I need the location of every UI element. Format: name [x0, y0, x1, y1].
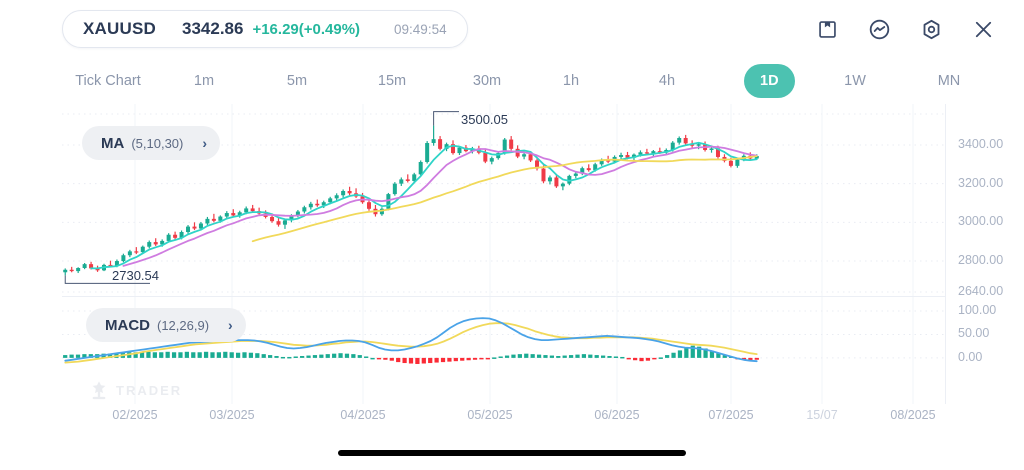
date-tick-label: 06/2025	[594, 408, 640, 422]
settings-icon[interactable]	[918, 16, 944, 42]
macd-tick-label: 100.00	[958, 303, 997, 318]
macd-chip-name: MACD	[105, 316, 150, 334]
date-tick-label: 05/2025	[467, 408, 513, 422]
timeframe-tabs: Tick Chart 1m 5m 15m 30m 1h 4h 1D 1W MN	[0, 64, 1024, 102]
price-tick-label: 2640.00	[958, 284, 1004, 298]
chevron-right-icon: ›	[228, 317, 233, 333]
panel-divider	[62, 296, 945, 297]
chevron-right-icon: ›	[202, 135, 208, 151]
save-icon[interactable]	[814, 16, 840, 42]
timeframe-tab-15m[interactable]: 15m	[377, 73, 407, 89]
time-label: 09:49:54	[394, 21, 447, 37]
indicator-icon[interactable]	[866, 16, 892, 42]
date-tick-label: 03/2025	[209, 408, 255, 422]
timeframe-tab-tick-chart[interactable]: Tick Chart	[75, 73, 141, 89]
date-tick-label: 02/2025	[112, 408, 158, 422]
macd-tick-label: 50.00	[958, 326, 990, 341]
price-chart-svg[interactable]	[0, 104, 1024, 434]
price-tick-label: 3200.00	[958, 175, 1004, 190]
quote-pill[interactable]: XAUUSD 3342.86 +16.29(+0.49%) 09:49:54	[62, 10, 468, 48]
change-label: +16.29(+0.49%)	[252, 20, 361, 38]
price-tick-label: 2800.00	[958, 253, 1004, 268]
timeframe-tab-1h[interactable]: 1h	[562, 73, 580, 89]
timeframe-tab-30m[interactable]: 30m	[472, 73, 502, 89]
header-actions	[814, 16, 996, 42]
high-annotation: 3500.05	[461, 112, 508, 127]
date-tick-label: 04/2025	[340, 408, 386, 422]
price-tick-label: 3000.00	[958, 214, 1004, 229]
date-tick-label: 07/2025	[708, 408, 754, 422]
timeframe-tab-4h[interactable]: 4h	[658, 73, 676, 89]
timeframe-tab-1d[interactable]: 1D	[744, 64, 795, 98]
ma-indicator-chip[interactable]: MA (5,10,30) ›	[82, 126, 221, 160]
timeframe-tab-5m[interactable]: 5m	[286, 73, 308, 89]
timeframe-tab-1m[interactable]: 1m	[193, 73, 215, 89]
macd-tick-label: 0.00	[958, 349, 983, 364]
header: XAUUSD 3342.86 +16.29(+0.49%) 09:49:54	[0, 0, 1024, 58]
price-tick-label: 3400.00	[958, 136, 1004, 151]
ma-chip-name: MA	[101, 134, 125, 152]
macd-indicator-chip[interactable]: MACD (12,26,9) ›	[86, 308, 246, 342]
chart-area[interactable]: 3400.00 3200.00 3000.00 2800.00 2640.00 100.0…	[0, 104, 1024, 434]
close-icon[interactable]	[970, 16, 996, 42]
symbol-label: XAUUSD	[83, 19, 156, 38]
date-tick-label: 08/2025	[890, 408, 936, 422]
price-label: 3342.86	[182, 19, 244, 38]
timeframe-tab-1w[interactable]: 1W	[844, 73, 866, 89]
ma-chip-params: (5,10,30)	[131, 135, 184, 151]
home-indicator[interactable]	[338, 450, 686, 456]
date-tick-label: 15/07	[806, 408, 838, 422]
macd-chip-params: (12,26,9)	[157, 317, 210, 333]
price-axis-divider	[945, 104, 946, 404]
timeframe-tab-mn[interactable]: MN	[937, 73, 961, 89]
low-annotation: 2730.54	[112, 268, 159, 283]
